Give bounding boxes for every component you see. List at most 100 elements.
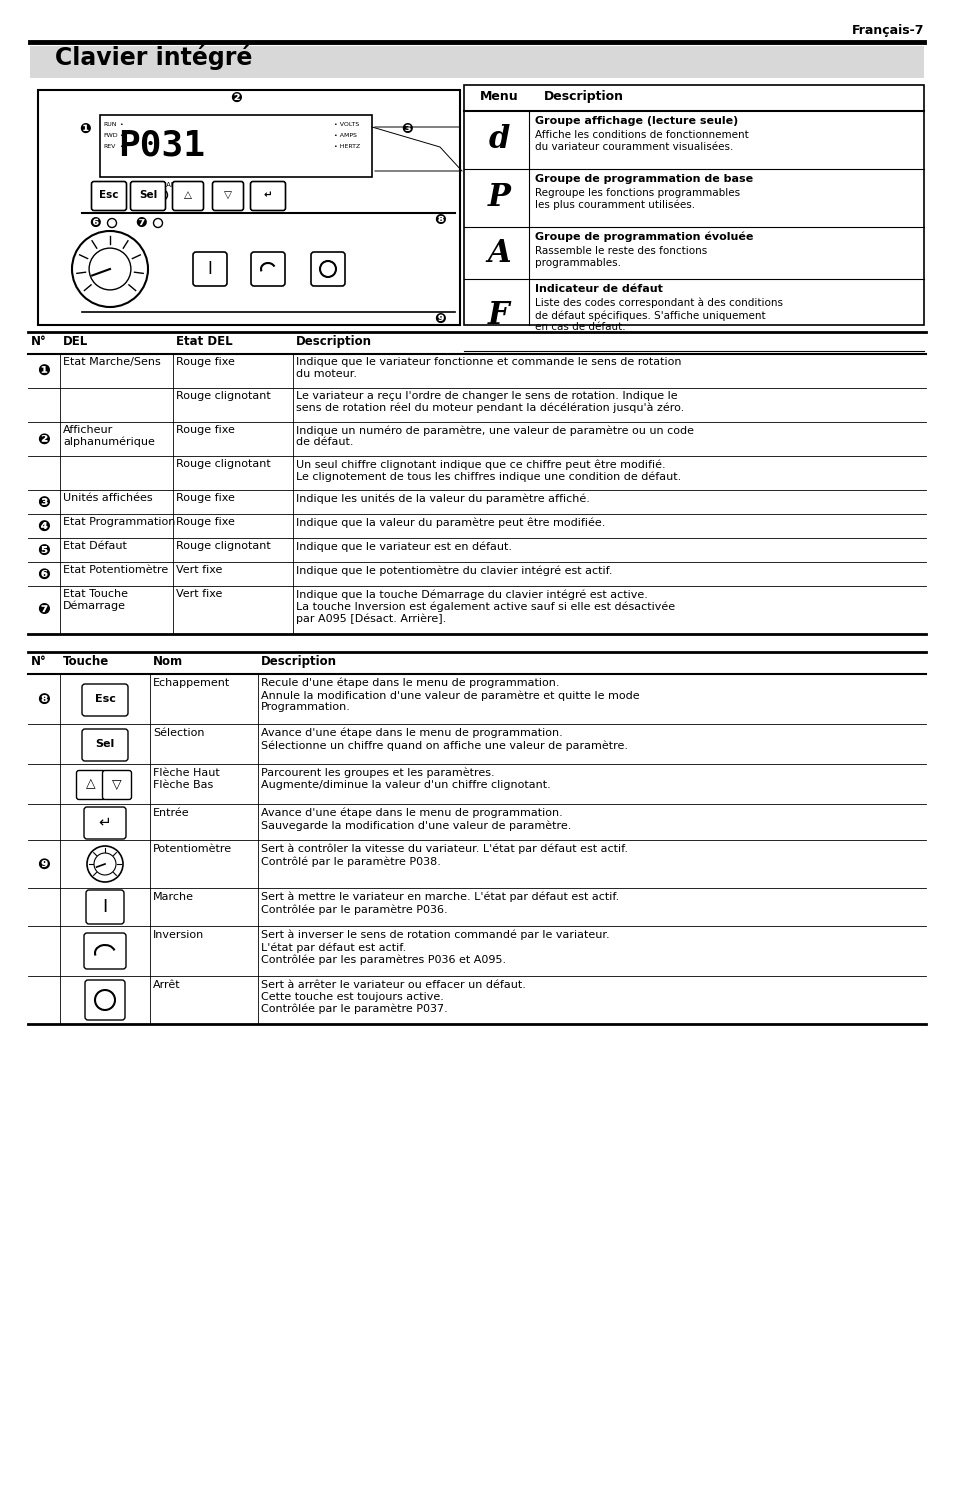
Text: Sélection: Sélection — [152, 729, 204, 738]
Text: Description: Description — [295, 335, 372, 348]
Text: Recule d'une étape dans le menu de programmation.
Annule la modification d'une v: Recule d'une étape dans le menu de progr… — [261, 678, 639, 712]
Text: Avance d'une étape dans le menu de programmation.
Sauvegarde la modification d'u: Avance d'une étape dans le menu de progr… — [261, 807, 571, 831]
Text: P: P — [487, 183, 510, 214]
Text: P031: P031 — [118, 129, 205, 164]
Text: △: △ — [86, 778, 95, 791]
Text: ❶: ❶ — [37, 363, 51, 379]
FancyBboxPatch shape — [84, 932, 126, 970]
Text: • HERTZ: • HERTZ — [334, 144, 360, 149]
Text: Indicateur de défaut: Indicateur de défaut — [535, 284, 662, 294]
Text: Echappement: Echappement — [152, 678, 230, 688]
Text: ↵: ↵ — [263, 190, 273, 199]
Text: Etat Défaut: Etat Défaut — [63, 541, 127, 552]
Text: •: • — [119, 144, 123, 149]
Text: ❷: ❷ — [37, 431, 51, 446]
Text: Vert fixe: Vert fixe — [175, 589, 222, 599]
Text: ❹: ❹ — [37, 519, 51, 534]
Text: ↵: ↵ — [98, 815, 112, 830]
Text: DEL: DEL — [63, 335, 89, 348]
Text: ❻: ❻ — [37, 567, 51, 581]
Text: Regroupe les fonctions programmables
les plus couramment utilisées.: Regroupe les fonctions programmables les… — [535, 187, 740, 210]
FancyBboxPatch shape — [82, 684, 128, 717]
Text: F: F — [488, 299, 509, 330]
FancyBboxPatch shape — [102, 770, 132, 800]
Text: Rouge fixe: Rouge fixe — [175, 494, 234, 503]
Text: Rouge fixe: Rouge fixe — [175, 517, 234, 526]
Text: ❽: ❽ — [434, 213, 445, 228]
Text: Unités affichées: Unités affichées — [63, 494, 152, 503]
Text: Indique que le variateur fonctionne et commande le sens de rotation
du moteur.: Indique que le variateur fonctionne et c… — [295, 357, 680, 379]
Text: FWD: FWD — [103, 132, 117, 138]
Text: PROGRAM: PROGRAM — [142, 181, 177, 187]
Text: Potentiomètre: Potentiomètre — [152, 845, 232, 854]
FancyBboxPatch shape — [251, 251, 285, 286]
Bar — [30, 46, 923, 77]
Text: Description: Description — [261, 654, 336, 668]
Text: Un seul chiffre clignotant indique que ce chiffre peut être modifié.
Le clignote: Un seul chiffre clignotant indique que c… — [295, 459, 680, 482]
Text: Le variateur a reçu l'ordre de changer le sens de rotation. Indique le
sens de r: Le variateur a reçu l'ordre de changer l… — [295, 391, 683, 413]
Text: • VOLTS: • VOLTS — [334, 122, 359, 126]
Text: I: I — [102, 898, 108, 916]
FancyBboxPatch shape — [91, 181, 127, 211]
Text: Etat Programmation: Etat Programmation — [63, 517, 175, 526]
Text: Vert fixe: Vert fixe — [175, 565, 222, 575]
Text: Indique un numéro de paramètre, une valeur de paramètre ou un code
de défaut.: Indique un numéro de paramètre, une vale… — [295, 425, 693, 448]
Text: ▽: ▽ — [224, 190, 232, 199]
Text: Touche: Touche — [63, 654, 110, 668]
Text: Affiche les conditions de fonctionnement
du variateur couramment visualisées.: Affiche les conditions de fonctionnement… — [535, 129, 748, 152]
Text: I: I — [208, 260, 213, 278]
FancyBboxPatch shape — [82, 729, 128, 761]
Text: Rouge fixe: Rouge fixe — [175, 425, 234, 436]
Text: Etat DEL: Etat DEL — [175, 335, 233, 348]
Text: Esc: Esc — [94, 694, 115, 703]
Text: Sert à inverser le sens de rotation commandé par le variateur.
L'état par défaut: Sert à inverser le sens de rotation comm… — [261, 929, 609, 965]
Text: Indique les unités de la valeur du paramètre affiché.: Indique les unités de la valeur du param… — [295, 494, 589, 504]
Text: •: • — [119, 122, 123, 126]
Text: • AMPS: • AMPS — [334, 132, 356, 138]
Text: Etat Potentiomètre: Etat Potentiomètre — [63, 565, 168, 575]
Text: A: A — [487, 238, 510, 269]
Text: Esc: Esc — [99, 190, 118, 199]
Text: Avance d'une étape dans le menu de programmation.
Sélectionne un chiffre quand o: Avance d'une étape dans le menu de progr… — [261, 729, 627, 751]
Bar — [100, 114, 372, 177]
Text: RUN: RUN — [103, 122, 116, 126]
Text: ❺: ❺ — [250, 187, 262, 202]
Text: Description: Description — [543, 91, 623, 103]
Text: ▽: ▽ — [112, 778, 122, 791]
Text: N°: N° — [30, 654, 47, 668]
Text: Inversion: Inversion — [152, 929, 204, 940]
Text: Rouge clignotant: Rouge clignotant — [175, 459, 271, 468]
Text: Flèche Haut
Flèche Bas: Flèche Haut Flèche Bas — [152, 767, 219, 790]
Text: d: d — [488, 125, 509, 156]
Text: Français-7: Français-7 — [851, 24, 923, 37]
Text: Sert à contrôler la vitesse du variateur. L'état par défaut est actif.
Contrôlé : Sert à contrôler la vitesse du variateur… — [261, 845, 627, 867]
Text: Sel: Sel — [139, 190, 157, 199]
Text: Arrêt: Arrêt — [152, 980, 180, 990]
Text: Afficheur
alphanumérique: Afficheur alphanumérique — [63, 425, 154, 448]
Text: REV: REV — [103, 144, 115, 149]
Text: Sert à mettre le variateur en marche. L'état par défaut est actif.
Contrôlée par: Sert à mettre le variateur en marche. L'… — [261, 892, 618, 915]
Text: Indique que la touche Démarrage du clavier intégré est active.
La touche Inversi: Indique que la touche Démarrage du clavi… — [295, 589, 675, 625]
Text: Etat Marche/Sens: Etat Marche/Sens — [63, 357, 161, 367]
Text: ❸: ❸ — [400, 122, 413, 135]
FancyBboxPatch shape — [311, 251, 345, 286]
FancyBboxPatch shape — [251, 181, 285, 211]
Text: ❽: ❽ — [37, 691, 51, 706]
FancyBboxPatch shape — [131, 181, 165, 211]
Text: Groupe de programmation de base: Groupe de programmation de base — [535, 174, 752, 184]
Text: Rouge clignotant: Rouge clignotant — [175, 541, 271, 552]
Bar — [38, 91, 459, 326]
Text: Indique que le variateur est en défaut.: Indique que le variateur est en défaut. — [295, 541, 512, 552]
Text: Nom: Nom — [152, 654, 183, 668]
Text: Entrée: Entrée — [152, 807, 190, 818]
FancyBboxPatch shape — [172, 181, 203, 211]
Text: Marche: Marche — [152, 892, 193, 903]
Text: Parcourent les groupes et les paramètres.
Augmente/diminue la valeur d'un chiffr: Parcourent les groupes et les paramètres… — [261, 767, 550, 790]
Text: Indique que le potentiomètre du clavier intégré est actif.: Indique que le potentiomètre du clavier … — [295, 565, 612, 575]
Text: Rouge fixe: Rouge fixe — [175, 357, 234, 367]
Text: ❹: ❹ — [140, 187, 152, 202]
Text: Etat Touche
Démarrage: Etat Touche Démarrage — [63, 589, 128, 611]
Text: ❻: ❻ — [89, 216, 101, 230]
Text: Rouge clignotant: Rouge clignotant — [175, 391, 271, 401]
Text: ❼: ❼ — [135, 216, 147, 230]
